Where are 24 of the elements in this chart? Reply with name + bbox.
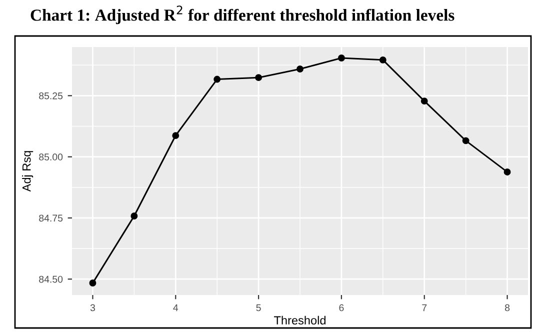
y-tick-label: 84.50	[39, 276, 63, 283]
x-tick-label: 7	[422, 304, 427, 312]
point	[296, 66, 304, 72]
x-axis-title: Threshold	[274, 316, 326, 325]
y-tick-label: 85.00	[39, 154, 63, 160]
x-tick-label: 5	[256, 304, 261, 312]
point	[172, 132, 180, 140]
x-tick-label: 4	[173, 304, 178, 312]
y-axis-title: Adj Rsq	[22, 151, 34, 192]
point	[214, 76, 221, 83]
y-tick-label: 85.25	[39, 92, 63, 100]
point	[89, 280, 96, 286]
point	[338, 54, 345, 62]
point	[462, 137, 470, 144]
point	[379, 56, 386, 64]
point	[420, 98, 428, 105]
point	[255, 74, 262, 82]
x-tick-label: 3	[90, 304, 96, 312]
chart-title: Chart 1: Adjusted R$^{2}$ for different threshold inflation levels	[30, 6, 454, 24]
x-tick-label: 6	[339, 304, 344, 312]
x-tick-label: 8	[504, 304, 510, 312]
point	[130, 212, 138, 220]
point	[504, 168, 511, 176]
y-tick-label: 84.75	[39, 214, 63, 222]
